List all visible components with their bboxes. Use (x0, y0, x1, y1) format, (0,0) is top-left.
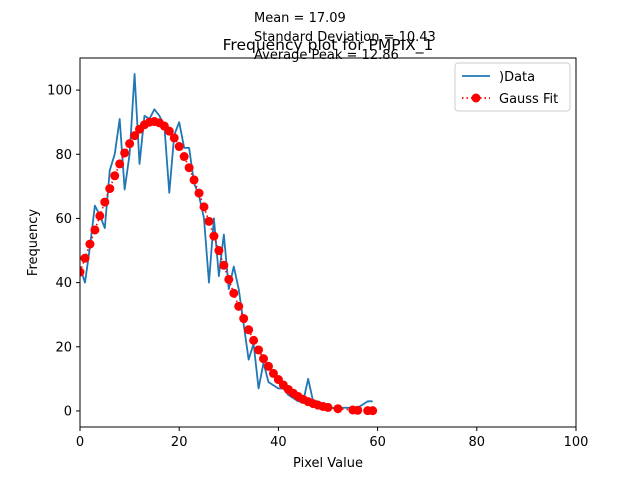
y-tick-label: 80 (55, 148, 72, 163)
gauss-fit-point (194, 188, 204, 198)
gauss-fit-point (174, 142, 184, 152)
gauss-fit-point (110, 171, 120, 181)
gauss-fit-point (368, 406, 378, 416)
gauss-fit-point (229, 288, 239, 298)
legend: )Data Gauss Fit (454, 62, 571, 112)
plot-frame (79, 57, 577, 428)
x-tick-label: 40 (270, 435, 287, 450)
gauss-fit-point (169, 133, 179, 143)
gauss-fit-point (239, 314, 249, 324)
gauss-fit-point (263, 361, 273, 371)
gauss-fit-point (204, 216, 214, 226)
y-tick-label: 0 (64, 404, 72, 419)
gauss-fit-point (90, 225, 100, 235)
gauss-fit-point (234, 301, 244, 311)
gauss-fit-point (95, 211, 105, 221)
gauss-fit-point (333, 404, 343, 414)
gauss-fit-point (189, 175, 199, 185)
x-tick-label: 60 (369, 435, 386, 450)
y-tick-label: 20 (55, 340, 72, 355)
gauss-fit-point (125, 139, 135, 149)
x-tick-label: 80 (469, 435, 486, 450)
annotation-average-peak: Average Peak = 12.86 (254, 48, 399, 63)
gauss-fit-point (85, 239, 95, 249)
gauss-fit-point (179, 152, 189, 162)
gauss-fit-point (184, 163, 194, 173)
y-tick-label: 60 (55, 212, 72, 227)
y-tick-label: 100 (47, 84, 72, 99)
gauss-fit-point (219, 260, 229, 270)
gauss-fit-point (244, 325, 254, 335)
gauss-fit-point (214, 246, 224, 256)
gauss-fit-point (115, 159, 125, 169)
gauss-fit-point (120, 148, 130, 158)
y-axis-label: Frequency (26, 209, 41, 276)
x-tick-label: 100 (564, 435, 589, 450)
gauss-fit-point (323, 402, 333, 412)
gauss-fit-point (130, 131, 140, 141)
series-line-data (80, 73, 373, 412)
gauss-fit-point (164, 126, 174, 136)
annotation-mean: Mean = 17.09 (254, 11, 346, 26)
gauss-fit-point (209, 231, 219, 241)
gauss-fit-point (254, 345, 264, 355)
gauss-fit-point (353, 405, 363, 415)
legend-label-data: )Data (499, 70, 535, 85)
gauss-fit-point (80, 253, 90, 263)
gauss-fit-point (249, 335, 259, 345)
x-axis-label: Pixel Value (293, 456, 363, 471)
series-layer (80, 73, 378, 416)
annotation-std-dev: Standard Deviation = 10.43 (254, 30, 436, 45)
gauss-fit-point (100, 197, 110, 207)
gauss-fit-point (259, 354, 269, 364)
x-tick-label: 20 (171, 435, 188, 450)
chart-title: Frequency plot for PMPIX_1 (223, 36, 434, 55)
gauss-fit-point (224, 274, 234, 284)
x-tick-label: 0 (76, 435, 84, 450)
ticks-layer: 0 20 40 60 80 100 0 20 40 60 80 100 (47, 84, 588, 450)
legend-swatch-gauss-fit-marker (471, 93, 481, 103)
y-tick-label: 40 (55, 276, 72, 291)
legend-label-gauss-fit: Gauss Fit (499, 92, 558, 107)
legend-box (454, 62, 571, 112)
gauss-fit-point (80, 267, 85, 277)
gauss-fit-point (105, 184, 115, 194)
gauss-fit-point (268, 368, 278, 378)
gauss-fit-point (199, 202, 209, 212)
